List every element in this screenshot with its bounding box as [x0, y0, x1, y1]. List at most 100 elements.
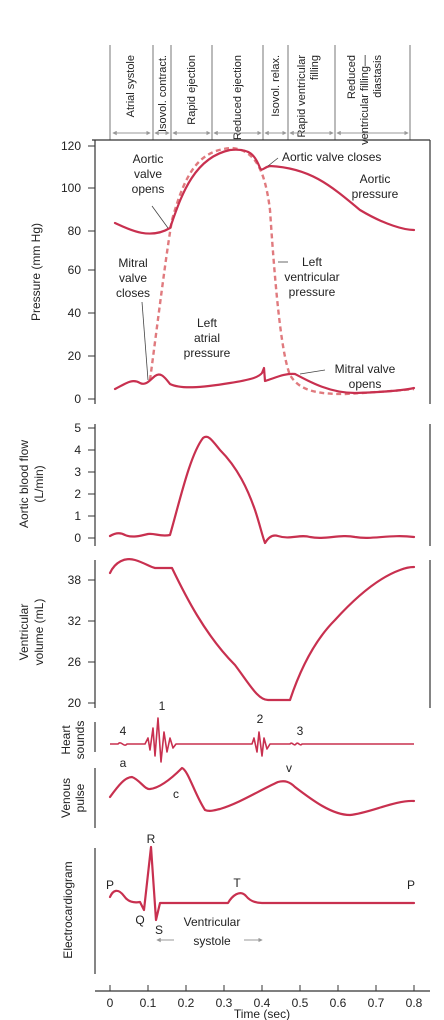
pressure-tick-label: 80: [68, 224, 82, 238]
volume-tick-label: 38: [68, 573, 82, 587]
annot-left-atrial-pressure-1: Left: [197, 316, 218, 330]
annot-mitral-valve-closes-1: Mitral: [118, 256, 147, 270]
ecg-label-t: T: [233, 876, 241, 890]
venous-y-title-1: Venous: [59, 778, 73, 818]
phase-label-reduced-ejection: Reduced ejection: [232, 55, 244, 140]
annot-left-atrial-pressure-2: atrial: [194, 331, 220, 345]
ecg-panel: Electrocardiogram P R Q S T P Ventricula…: [61, 832, 416, 974]
x-tick-label: 0.5: [292, 996, 309, 1010]
annot-left-atrial-pressure-3: pressure: [184, 346, 231, 360]
x-tick-label: 0.7: [368, 996, 385, 1010]
pressure-y-title: Pressure (mm Hg): [29, 223, 43, 321]
phase-label-atrial-systole: Atrial systole: [125, 55, 137, 117]
phase-label-rapid-filling-2: filling: [309, 55, 321, 80]
heart-sounds-panel: Heart sounds 4 1 2 3: [59, 699, 414, 763]
phase-header: Atrial systole Isovol. contract. Rapid e…: [92, 45, 430, 145]
heart-sound-label-4: 4: [120, 724, 127, 738]
aortic-flow-curve: [108, 435, 416, 545]
sounds-y-title-2: sounds: [73, 721, 87, 760]
volume-tick-label: 20: [68, 696, 82, 710]
pressure-tick-label: 120: [61, 139, 81, 153]
phase-label-rapid-filling-1: Rapid ventricular: [296, 55, 308, 138]
annot-aortic-pressure-2: pressure: [352, 187, 399, 201]
flow-tick-label: 0: [74, 531, 81, 545]
leader-aortic-valve-opens: [151, 205, 169, 229]
aortic-pressure-curve: [113, 148, 416, 235]
annot-left-ventricular-pressure-3: pressure: [289, 285, 336, 299]
annot-aortic-valve-closes: Aortic valve closes: [282, 150, 381, 164]
ventricular-volume-panel: 20 26 32 38 Ventricular volume (mL): [17, 558, 431, 710]
annot-left-ventricular-pressure-1: Left: [302, 255, 323, 269]
x-axis-title: Time (sec): [234, 1007, 290, 1020]
leader-mitral-valve-closes: [141, 301, 149, 381]
leader-aortic-valve-closes: [267, 157, 279, 167]
phase-label-isovol-contract: Isovol. contract.: [157, 55, 169, 132]
flow-tick-label: 2: [74, 487, 81, 501]
heart-sound-label-2: 2: [257, 712, 264, 726]
annot-mitral-valve-opens-1: Mitral valve: [335, 362, 396, 376]
ecg-y-title: Electrocardiogram: [61, 861, 75, 958]
annot-mitral-valve-closes-2: valve: [119, 271, 147, 285]
volume-tick-label: 32: [68, 614, 82, 628]
pressure-panel: 0 20 40 60 80 100 120 Pressure (mm Hg) A…: [29, 139, 431, 406]
time-axis: 0 0.1 0.2 0.3 0.4 0.5 0.6 0.7 0.8 Time (…: [95, 985, 430, 1020]
volume-y-title-2: volume (mL): [32, 599, 46, 666]
left-atrial-pressure-curve: [113, 366, 416, 395]
annot-aortic-valve-opens-3: opens: [132, 182, 165, 196]
annot-aortic-pressure-1: Aortic: [360, 172, 391, 186]
venous-label-v: v: [286, 761, 292, 775]
systole-label-bg: [174, 928, 244, 944]
volume-tick-label: 26: [68, 655, 82, 669]
pressure-tick-label: 40: [68, 306, 82, 320]
pressure-tick-label: 0: [74, 392, 81, 406]
heart-sound-label-3: 3: [297, 724, 304, 738]
x-tick-label: 0.3: [216, 996, 233, 1010]
x-tick-label: 0.2: [178, 996, 195, 1010]
flow-tick-label: 5: [74, 421, 81, 435]
venous-label-c: c: [173, 787, 179, 801]
aortic-flow-panel: 0 1 2 3 4 5 Aortic blood flow (L/min): [17, 421, 431, 546]
ventricular-systole-label-1: Ventricular: [184, 915, 241, 929]
ecg-label-q: Q: [135, 913, 144, 927]
pressure-tick-label: 60: [68, 263, 82, 277]
flow-tick-label: 3: [74, 465, 81, 479]
phase-label-diastasis-3: diastasis: [372, 55, 384, 98]
flow-tick-label: 1: [74, 509, 81, 523]
ecg-label-p-start: P: [106, 878, 114, 892]
heart-sound-label-1: 1: [159, 699, 166, 713]
phase-label-rapid-ejection: Rapid ejection: [186, 55, 198, 125]
x-tick-label: 0: [107, 996, 114, 1010]
x-tick-label: 0.6: [330, 996, 347, 1010]
left-ventricular-pressure-curve: [148, 146, 415, 396]
ventricular-systole-label-2: systole: [193, 934, 231, 948]
ecg-label-p-end: P: [407, 878, 415, 892]
pressure-tick-label: 20: [68, 349, 82, 363]
leader-mitral-valve-opens: [299, 369, 326, 375]
ecg-trace: [108, 845, 416, 922]
venous-pulse-panel: Venous pulse a c v: [59, 756, 416, 828]
phase-label-isovol-relax: Isovol. relax.: [270, 55, 282, 117]
pressure-tick-label: 100: [61, 181, 81, 195]
annot-left-ventricular-pressure-2: ventricular: [284, 270, 339, 284]
annot-mitral-valve-opens-2: opens: [349, 377, 382, 391]
x-tick-label: 0.8: [406, 996, 423, 1010]
x-tick-label: 0.4: [254, 996, 271, 1010]
venous-pulse-curve: [108, 766, 416, 817]
venous-label-a: a: [120, 756, 127, 770]
annot-mitral-valve-closes-3: closes: [116, 286, 150, 300]
venous-y-title-2: pulse: [73, 783, 87, 812]
ventricular-volume-curve: [108, 558, 416, 702]
flow-tick-label: 4: [74, 443, 81, 457]
ecg-label-s: S: [155, 923, 163, 937]
phase-label-diastasis-1: Reduced: [346, 55, 358, 99]
annot-aortic-valve-opens-1: Aortic: [133, 152, 164, 166]
heart-sounds-trace: [110, 717, 414, 763]
sounds-y-title-1: Heart: [59, 725, 73, 755]
x-tick-label: 0.1: [140, 996, 157, 1010]
flow-y-title-2: (L/min): [32, 465, 46, 502]
ecg-label-r: R: [147, 832, 156, 846]
phase-label-diastasis-2: ventricular filling—: [359, 55, 371, 145]
flow-y-title-1: Aortic blood flow: [17, 440, 31, 528]
annot-aortic-valve-opens-2: valve: [134, 167, 162, 181]
